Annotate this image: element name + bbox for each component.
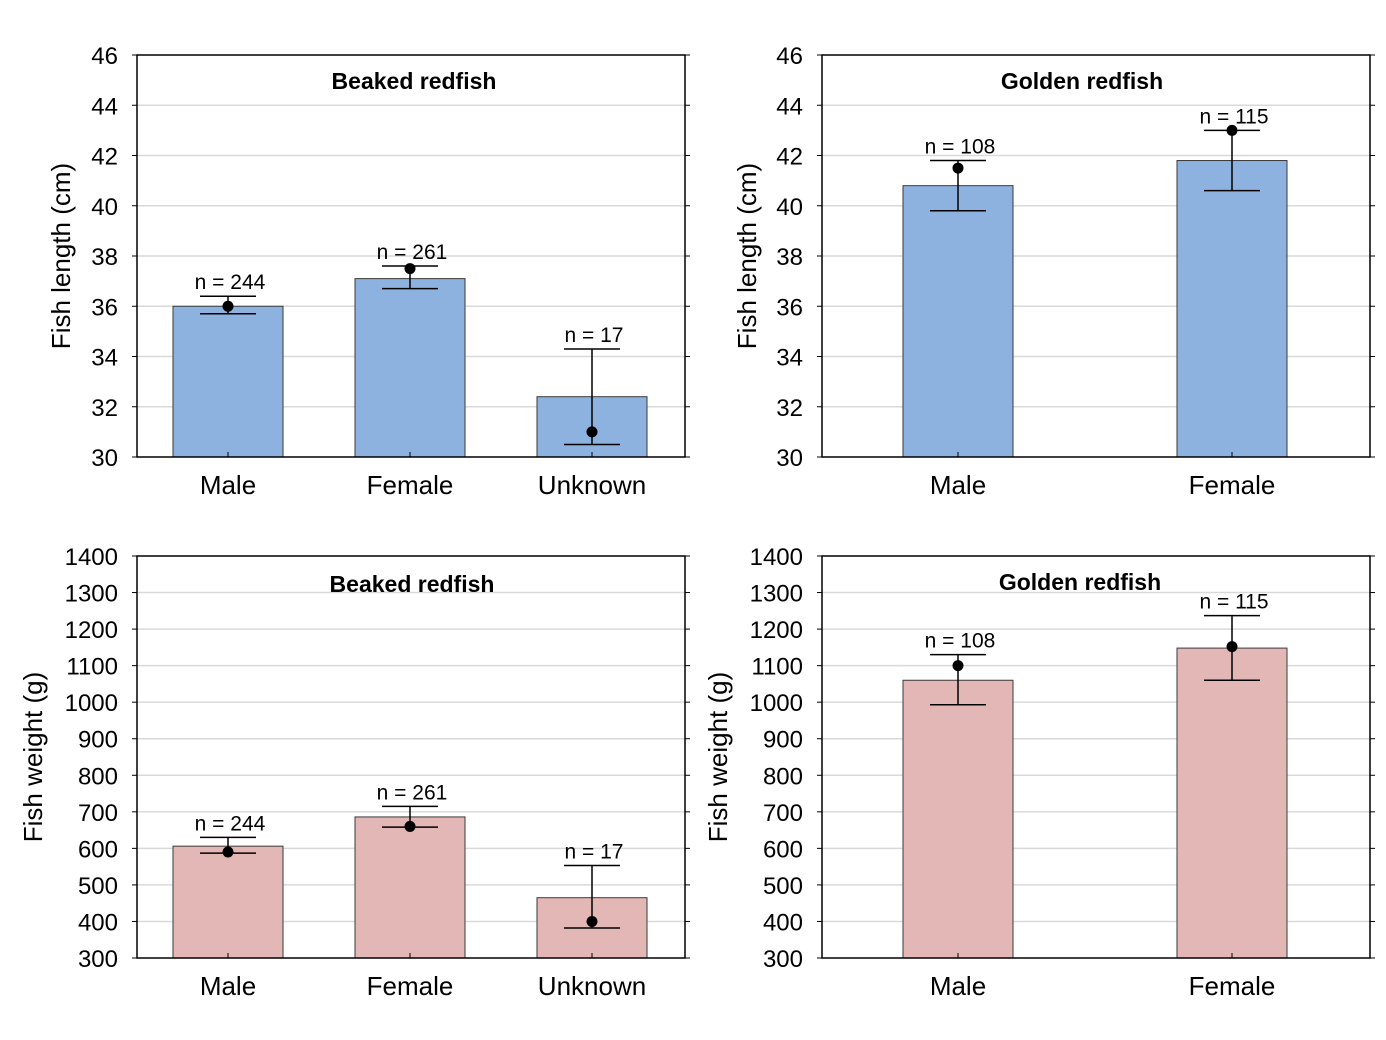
chart-panel-4: 300 400 500 600 700 800 900 1000 1100 1200 1300 140… — [703, 544, 1375, 1001]
y-tick-label: 42 — [91, 144, 118, 171]
y-tick-label: 34 — [91, 345, 118, 372]
panel-title: Golden redfish — [1001, 68, 1163, 94]
x-category-label: Female — [367, 971, 454, 1001]
y-tick-label: 400 — [763, 909, 803, 936]
y-axis-title: Fish length (cm) — [732, 163, 762, 349]
y-tick-label: 42 — [776, 144, 803, 171]
sample-size-label: n = 244 — [195, 271, 266, 294]
bar-male — [902, 679, 1014, 959]
y-tick-label: 30 — [776, 445, 803, 472]
y-tick-label: 32 — [91, 395, 118, 422]
y-tick-label: 400 — [78, 909, 118, 936]
y-tick-label: 36 — [91, 294, 118, 321]
y-tick-label: 1300 — [65, 581, 118, 608]
y-tick-label: 700 — [763, 800, 803, 827]
panel-title: Beaked redfish — [332, 68, 497, 94]
mean-point — [952, 162, 964, 174]
y-axis-title: Fish weight (g) — [18, 672, 48, 843]
y-tick-label: 44 — [91, 93, 118, 120]
mean-point — [404, 263, 416, 275]
sample-size-label: n = 17 — [565, 324, 624, 347]
mean-point — [1226, 124, 1238, 136]
bar-female — [1176, 647, 1288, 959]
chart-panel-1: 30 32 34 36 38 40 42 44 46 n = 244 Male n = 261 Fema… — [46, 43, 690, 500]
sample-size-label: n = 261 — [377, 241, 448, 264]
y-tick-label: 1100 — [66, 654, 118, 681]
y-tick-label: 1300 — [750, 581, 803, 608]
plot-frame — [136, 54, 686, 458]
sample-size-label: n = 108 — [925, 136, 996, 159]
bar-male — [172, 845, 284, 959]
mean-point — [1226, 641, 1238, 653]
y-tick-label: 600 — [78, 836, 118, 863]
bar-male — [902, 185, 1014, 458]
y-tick-label: 300 — [78, 946, 118, 973]
sample-size-label: n = 115 — [1199, 591, 1268, 614]
x-category-label: Female — [1189, 971, 1276, 1001]
x-category-label: Male — [200, 971, 256, 1001]
y-tick-label: 46 — [91, 43, 118, 70]
bar-female — [1176, 160, 1288, 458]
y-tick-label: 300 — [763, 946, 803, 973]
plot-frame — [821, 555, 1371, 959]
x-category-label: Unknown — [538, 971, 646, 1001]
plot-frame — [821, 54, 1371, 458]
x-category-label: Male — [930, 470, 986, 500]
panel-title: Golden redfish — [999, 569, 1161, 595]
mean-point — [404, 820, 416, 832]
bar-female — [354, 278, 466, 458]
bar-male — [172, 305, 284, 458]
x-category-label: Male — [200, 470, 256, 500]
y-tick-label: 34 — [776, 345, 803, 372]
y-tick-label: 800 — [763, 763, 803, 790]
y-tick-label: 38 — [91, 244, 118, 271]
mean-point — [952, 660, 964, 672]
x-category-label: Female — [1189, 470, 1276, 500]
y-tick-label: 40 — [91, 194, 118, 221]
y-tick-label: 1000 — [65, 690, 118, 717]
y-tick-label: 1200 — [65, 617, 118, 644]
y-tick-label: 38 — [776, 244, 803, 271]
panel-title: Beaked redfish — [330, 571, 495, 597]
y-tick-label: 1000 — [750, 690, 803, 717]
y-tick-label: 32 — [776, 395, 803, 422]
bar-female — [354, 816, 466, 959]
mean-point — [222, 300, 234, 312]
y-tick-label: 44 — [776, 93, 803, 120]
mean-point — [586, 426, 598, 438]
y-axis-title: Fish weight (g) — [703, 672, 733, 843]
sample-size-label: n = 108 — [925, 630, 996, 653]
y-tick-label: 36 — [776, 294, 803, 321]
y-tick-label: 1400 — [750, 544, 803, 571]
y-tick-label: 46 — [776, 43, 803, 70]
sample-size-label: n = 17 — [565, 841, 624, 864]
x-category-label: Female — [367, 470, 454, 500]
y-tick-label: 30 — [91, 445, 118, 472]
y-tick-label: 800 — [78, 763, 118, 790]
x-category-label: Unknown — [538, 470, 646, 500]
y-tick-label: 500 — [78, 873, 118, 900]
y-tick-label: 1100 — [751, 654, 803, 681]
sample-size-label: n = 261 — [377, 781, 448, 804]
y-tick-label: 40 — [776, 194, 803, 221]
y-tick-label: 900 — [78, 727, 118, 754]
mean-point — [222, 846, 234, 858]
y-tick-label: 1400 — [65, 544, 118, 571]
y-tick-label: 600 — [763, 836, 803, 863]
x-category-label: Male — [930, 971, 986, 1001]
y-tick-label: 1200 — [750, 617, 803, 644]
sample-size-label: n = 244 — [195, 812, 266, 835]
plot-frame — [136, 555, 686, 959]
chart-panel-2: 30 32 34 36 38 40 42 44 46 n = 108 Male n = 115 Fema… — [732, 43, 1375, 500]
y-tick-label: 900 — [763, 727, 803, 754]
y-axis-title: Fish length (cm) — [46, 163, 76, 349]
y-tick-label: 700 — [78, 800, 118, 827]
chart-panel-3: 300 400 500 600 700 800 900 1000 1100 1200 1300 140… — [18, 544, 690, 1001]
y-tick-label: 500 — [763, 873, 803, 900]
sample-size-label: n = 115 — [1199, 105, 1268, 128]
mean-point — [586, 915, 598, 927]
